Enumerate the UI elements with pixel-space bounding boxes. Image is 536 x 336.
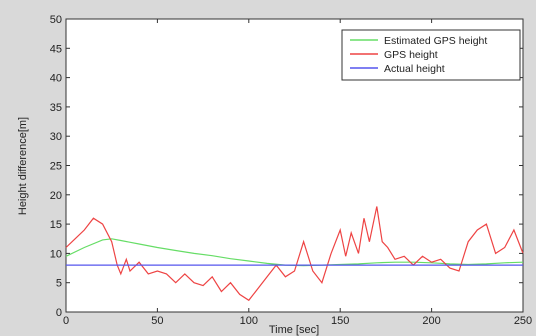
- y-tick-label: 25: [50, 161, 62, 173]
- legend-box: [341, 29, 521, 81]
- y-tick-label: 20: [50, 190, 62, 202]
- series-line-2: [65, 206, 524, 302]
- y-tick-label: 0: [56, 307, 62, 319]
- y-tick-label: 45: [50, 43, 62, 55]
- y-tick-label: 10: [50, 248, 62, 260]
- x-tick-label: 200: [422, 315, 440, 327]
- y-tick-label: 35: [50, 102, 62, 114]
- y-tick-label: 50: [50, 14, 62, 26]
- x-tick-label: 250: [514, 315, 532, 327]
- x-tick-label: 0: [63, 315, 69, 327]
- series-layer: [65, 206, 524, 302]
- x-axis-title: Time [sec]: [269, 324, 319, 336]
- ticks-layer: 0 50 100 150 200 250 0 5 10 15 20 25 30 35 40 45 50: [50, 14, 532, 327]
- legend-label: Actual height: [384, 63, 445, 75]
- y-tick-label: 30: [50, 131, 62, 143]
- legend-label: Estimated GPS height: [384, 35, 487, 47]
- y-tick-label: 15: [50, 219, 62, 231]
- x-tick-label: 100: [240, 315, 258, 327]
- y-tick-label: 5: [56, 278, 62, 290]
- y-tick-label: 40: [50, 73, 62, 85]
- y-axis-title: Height difference[m]: [17, 117, 29, 215]
- x-tick-label: 50: [151, 315, 163, 327]
- legend: Estimated GPS height GPS height Actual hei…: [341, 29, 521, 81]
- legend-label: GPS height: [384, 49, 438, 61]
- x-tick-label: 150: [331, 315, 349, 327]
